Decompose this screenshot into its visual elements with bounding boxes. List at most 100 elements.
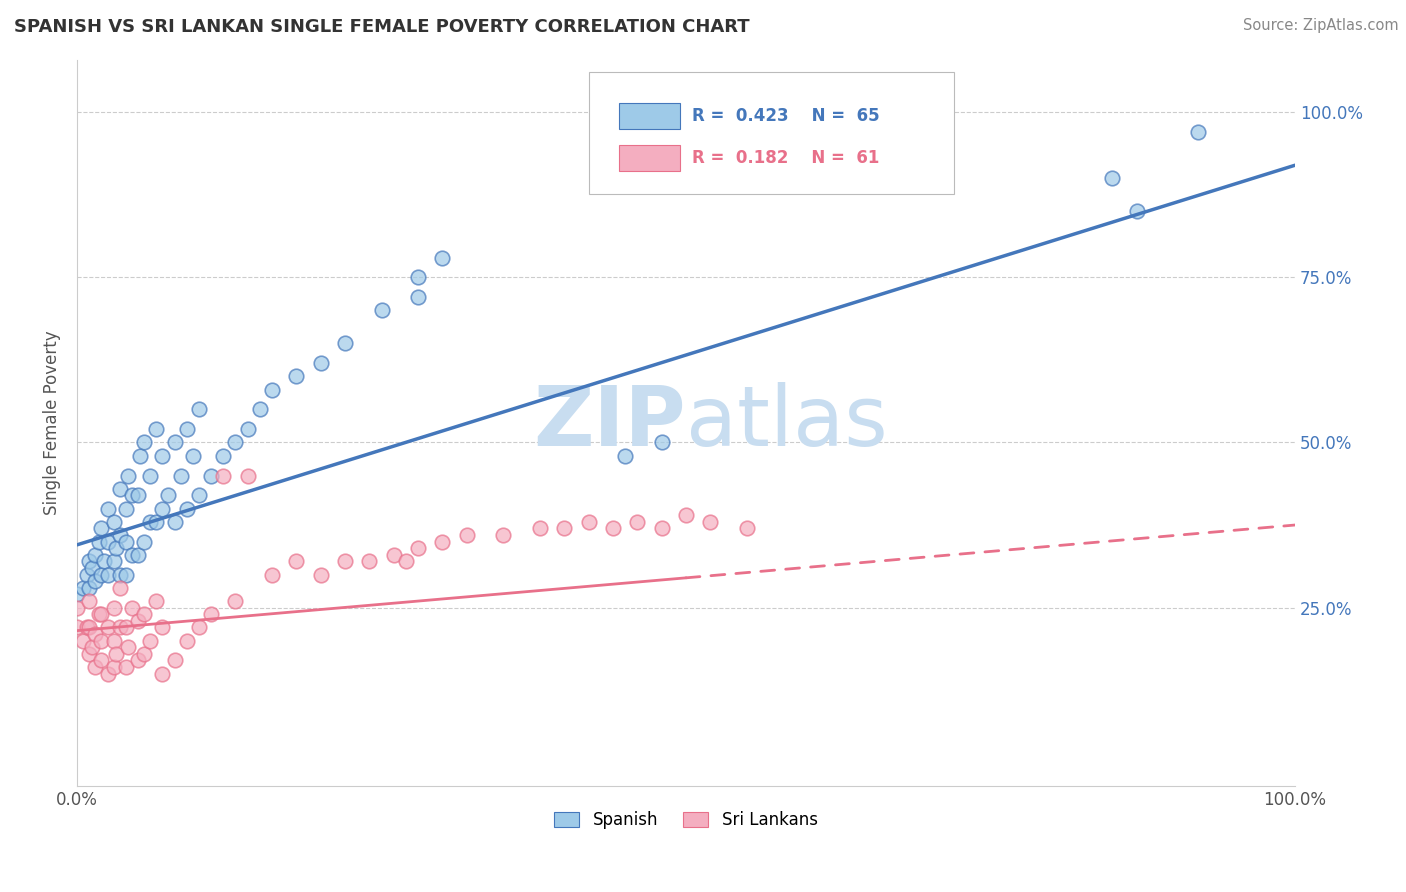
Point bbox=[699, 515, 721, 529]
Point bbox=[96, 620, 118, 634]
Point bbox=[200, 607, 222, 622]
Point bbox=[382, 548, 405, 562]
FancyBboxPatch shape bbox=[619, 145, 681, 170]
Point bbox=[66, 587, 89, 601]
Point bbox=[212, 449, 235, 463]
Point bbox=[163, 653, 186, 667]
Point bbox=[406, 541, 429, 555]
Point bbox=[187, 620, 209, 634]
Point bbox=[108, 581, 131, 595]
Point bbox=[103, 515, 125, 529]
Point bbox=[93, 554, 115, 568]
Point bbox=[127, 653, 149, 667]
Point bbox=[121, 548, 143, 562]
Point bbox=[395, 554, 418, 568]
Point bbox=[66, 620, 89, 634]
Point bbox=[1187, 125, 1209, 139]
Point bbox=[169, 468, 191, 483]
Point bbox=[553, 521, 575, 535]
Point bbox=[76, 567, 98, 582]
Point bbox=[90, 567, 112, 582]
Point bbox=[90, 607, 112, 622]
Point bbox=[127, 614, 149, 628]
Point bbox=[132, 435, 155, 450]
Point bbox=[96, 666, 118, 681]
Point bbox=[90, 633, 112, 648]
Point bbox=[285, 554, 308, 568]
Point bbox=[127, 488, 149, 502]
Point bbox=[114, 534, 136, 549]
Point bbox=[187, 402, 209, 417]
Point bbox=[132, 534, 155, 549]
Point bbox=[432, 251, 454, 265]
Point bbox=[236, 422, 259, 436]
Point bbox=[675, 508, 697, 522]
Point bbox=[77, 554, 100, 568]
Point bbox=[359, 554, 381, 568]
Point bbox=[103, 554, 125, 568]
Point bbox=[370, 303, 392, 318]
Point bbox=[181, 449, 204, 463]
Point bbox=[492, 528, 515, 542]
Text: Source: ZipAtlas.com: Source: ZipAtlas.com bbox=[1243, 18, 1399, 33]
Point bbox=[309, 356, 332, 370]
Text: ZIP: ZIP bbox=[533, 382, 686, 463]
Point bbox=[121, 600, 143, 615]
Point bbox=[114, 660, 136, 674]
Point bbox=[651, 435, 673, 450]
Point bbox=[96, 501, 118, 516]
Point bbox=[103, 660, 125, 674]
Point bbox=[103, 600, 125, 615]
Point bbox=[121, 488, 143, 502]
Point bbox=[260, 567, 283, 582]
Point bbox=[1101, 171, 1123, 186]
Point bbox=[150, 449, 173, 463]
Point bbox=[614, 449, 637, 463]
Point bbox=[77, 647, 100, 661]
Point bbox=[117, 640, 139, 655]
Point bbox=[127, 548, 149, 562]
Point bbox=[77, 620, 100, 634]
Text: SPANISH VS SRI LANKAN SINGLE FEMALE POVERTY CORRELATION CHART: SPANISH VS SRI LANKAN SINGLE FEMALE POVE… bbox=[14, 18, 749, 36]
Point bbox=[735, 521, 758, 535]
Point bbox=[456, 528, 478, 542]
Point bbox=[105, 541, 128, 555]
Point bbox=[87, 534, 110, 549]
Point bbox=[651, 521, 673, 535]
Point bbox=[578, 515, 600, 529]
Point bbox=[139, 515, 162, 529]
Point bbox=[76, 620, 98, 634]
Point bbox=[163, 515, 186, 529]
FancyBboxPatch shape bbox=[589, 72, 955, 194]
Point bbox=[187, 488, 209, 502]
Point bbox=[224, 435, 246, 450]
Point bbox=[108, 620, 131, 634]
Point bbox=[285, 369, 308, 384]
Point bbox=[72, 581, 94, 595]
Point bbox=[626, 515, 648, 529]
FancyBboxPatch shape bbox=[619, 103, 681, 129]
Point bbox=[176, 422, 198, 436]
Point bbox=[150, 666, 173, 681]
Point bbox=[108, 528, 131, 542]
Point bbox=[1125, 204, 1147, 219]
Point bbox=[87, 607, 110, 622]
Point bbox=[129, 449, 152, 463]
Point bbox=[114, 501, 136, 516]
Y-axis label: Single Female Poverty: Single Female Poverty bbox=[44, 330, 60, 515]
Point bbox=[132, 607, 155, 622]
Point bbox=[84, 627, 107, 641]
Point bbox=[80, 561, 103, 575]
Point bbox=[117, 468, 139, 483]
Point bbox=[105, 647, 128, 661]
Point bbox=[139, 468, 162, 483]
Point bbox=[114, 567, 136, 582]
Point bbox=[260, 383, 283, 397]
Point bbox=[103, 633, 125, 648]
Point bbox=[529, 521, 551, 535]
Point bbox=[66, 600, 89, 615]
Point bbox=[77, 594, 100, 608]
Point bbox=[200, 468, 222, 483]
Point bbox=[84, 548, 107, 562]
Point bbox=[90, 653, 112, 667]
